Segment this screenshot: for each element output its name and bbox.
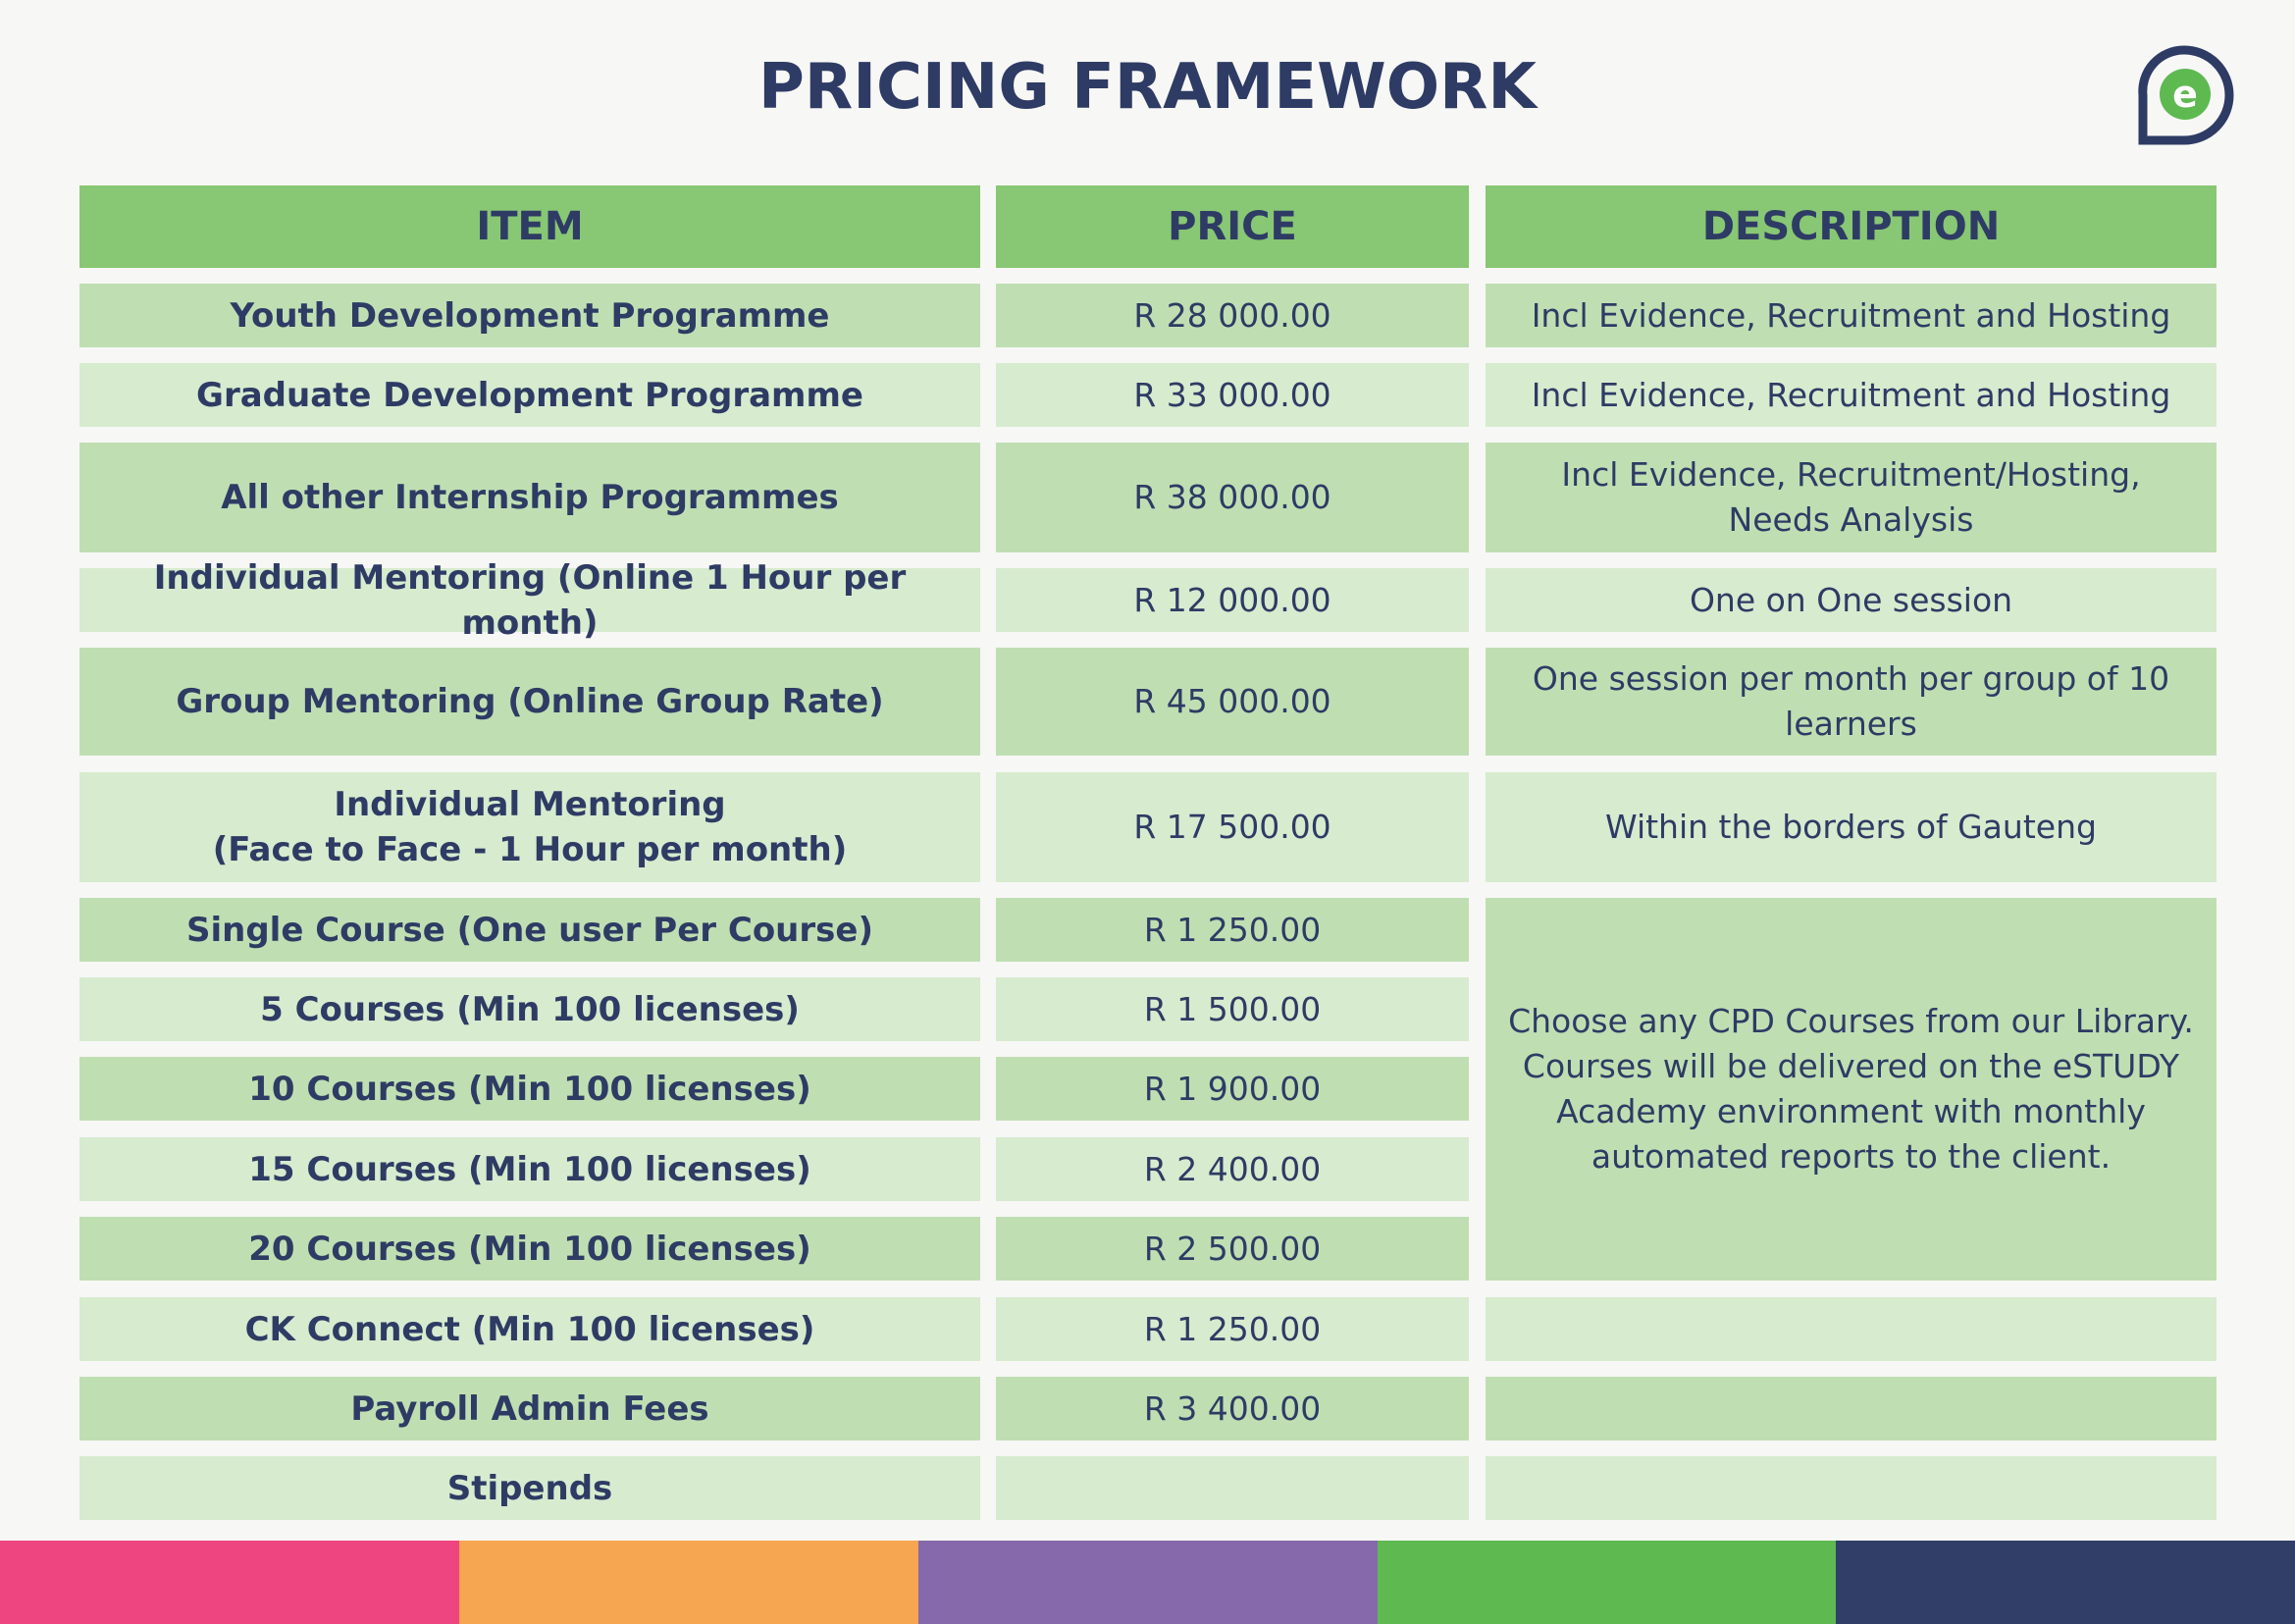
- footer-stripe-navy: [1836, 1541, 2295, 1624]
- row-item: 15 Courses (Min 100 licenses): [79, 1137, 980, 1201]
- row-item-line1: Individual Mentoring: [334, 785, 726, 824]
- row-item: All other Internship Programmes: [79, 443, 980, 552]
- row-item: 20 Courses (Min 100 licenses): [79, 1217, 980, 1281]
- row-item: Individual Mentoring (Face to Face - 1 H…: [79, 772, 980, 882]
- row-description: One on One session: [1486, 568, 2217, 632]
- row-item: 10 Courses (Min 100 licenses): [79, 1057, 980, 1121]
- row-description: Incl Evidence, Recruitment/Hosting, Need…: [1486, 443, 2217, 552]
- row-item: 5 Courses (Min 100 licenses): [79, 977, 980, 1041]
- row-description: [1486, 1377, 2217, 1441]
- row-price: R 12 000.00: [996, 568, 1469, 632]
- row-description: [1486, 1456, 2217, 1520]
- row-item: CK Connect (Min 100 licenses): [79, 1297, 980, 1361]
- row-description: Within the borders of Gauteng: [1486, 772, 2217, 882]
- row-price: R 2 500.00: [996, 1217, 1469, 1281]
- row-item: Payroll Admin Fees: [79, 1377, 980, 1441]
- row-price: R 28 000.00: [996, 284, 1469, 347]
- row-price: R 45 000.00: [996, 648, 1469, 756]
- page-title: PRICING FRAMEWORK: [758, 51, 1537, 124]
- footer-stripe-purple: [918, 1541, 1378, 1624]
- header-price: PRICE: [996, 185, 1469, 268]
- row-price: R 1 250.00: [996, 898, 1469, 962]
- row-item-line2: (Face to Face - 1 Hour per month): [212, 830, 848, 869]
- row-item: Individual Mentoring (Online 1 Hour per …: [79, 558, 980, 643]
- row-description: [1486, 1297, 2217, 1361]
- row-price: R 1 250.00: [996, 1297, 1469, 1361]
- row-description: Incl Evidence, Recruitment and Hosting: [1486, 363, 2217, 427]
- row-price: [996, 1456, 1469, 1520]
- row-item: Graduate Development Programme: [79, 363, 980, 427]
- courses-description: Choose any CPD Courses from our Library.…: [1486, 898, 2217, 1281]
- row-price: R 17 500.00: [996, 772, 1469, 882]
- row-price: R 33 000.00: [996, 363, 1469, 427]
- row-price: R 1 500.00: [996, 977, 1469, 1041]
- row-item: Group Mentoring (Online Group Rate): [79, 648, 980, 756]
- row-description: Incl Evidence, Recruitment and Hosting: [1486, 284, 2217, 347]
- row-price: R 2 400.00: [996, 1137, 1469, 1201]
- row-price: R 1 900.00: [996, 1057, 1469, 1121]
- footer-stripe-orange: [459, 1541, 918, 1624]
- row-item: Single Course (One user Per Course): [79, 898, 980, 962]
- row-item: Youth Development Programme: [79, 284, 980, 347]
- row-item: Stipends: [79, 1456, 980, 1520]
- row-description: One session per month per group of 10 le…: [1486, 648, 2217, 756]
- header-description: DESCRIPTION: [1486, 185, 2217, 268]
- row-price: R 3 400.00: [996, 1377, 1469, 1441]
- header-item: ITEM: [79, 185, 980, 268]
- estudy-logo: e: [2138, 45, 2234, 145]
- row-price: R 38 000.00: [996, 443, 1469, 552]
- svg-text:e: e: [2172, 73, 2198, 116]
- footer-stripe-pink: [0, 1541, 459, 1624]
- footer-stripe-green: [1378, 1541, 1836, 1624]
